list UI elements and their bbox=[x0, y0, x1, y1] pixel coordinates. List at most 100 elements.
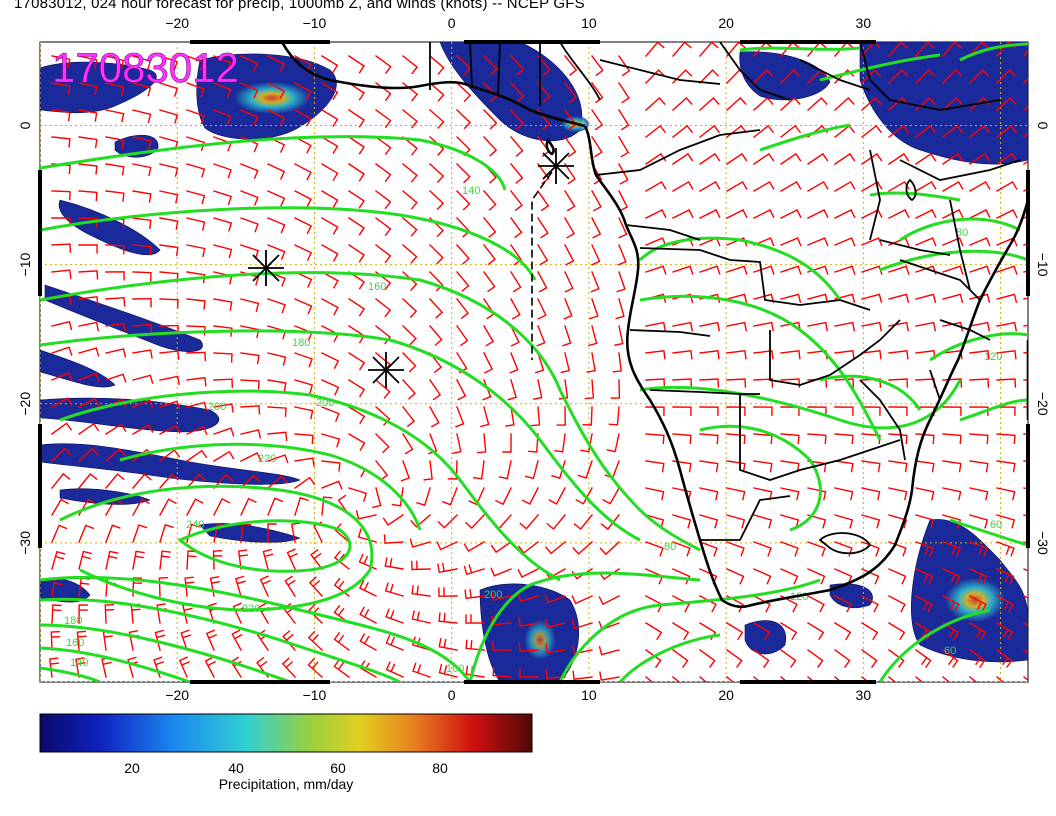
wind-barb bbox=[267, 82, 286, 100]
wind-barb bbox=[510, 298, 521, 320]
wind-barb bbox=[105, 190, 125, 202]
wind-barb bbox=[132, 190, 152, 203]
wind-barb bbox=[307, 658, 323, 678]
wind-barb bbox=[582, 406, 593, 426]
wind-barb bbox=[483, 271, 496, 293]
wind-barb bbox=[78, 473, 98, 489]
wind-barb bbox=[915, 649, 932, 668]
wind-barb bbox=[969, 460, 989, 473]
lat-tick-label: 0 bbox=[1035, 122, 1051, 130]
wind-barb bbox=[402, 406, 416, 428]
wind-barb bbox=[573, 514, 593, 530]
wind-barb bbox=[915, 321, 937, 332]
wind-barb bbox=[558, 379, 569, 400]
wind-barb bbox=[510, 136, 524, 157]
wind-barb bbox=[888, 514, 908, 529]
wind-barb bbox=[402, 109, 418, 129]
wind-barb bbox=[564, 82, 577, 104]
wind-barb bbox=[310, 548, 323, 570]
wind-barb bbox=[996, 406, 1016, 416]
wind-barb bbox=[321, 460, 341, 472]
wind-barb bbox=[456, 190, 471, 211]
wind-barb bbox=[834, 180, 856, 192]
wind-barb bbox=[240, 82, 259, 99]
wind-barb bbox=[726, 460, 746, 473]
wind-barb bbox=[321, 82, 339, 101]
contour-label: 60 bbox=[944, 645, 956, 657]
wind-barb bbox=[699, 321, 721, 332]
wind-barb bbox=[132, 424, 154, 435]
wind-barb bbox=[51, 550, 66, 570]
contour-label: 220 bbox=[258, 453, 276, 465]
wind-barb bbox=[616, 271, 626, 293]
wind-barb bbox=[321, 480, 343, 490]
wind-barb bbox=[533, 379, 543, 401]
wind-barb bbox=[726, 487, 746, 501]
wind-barb bbox=[807, 321, 829, 332]
wind-barb bbox=[213, 450, 235, 462]
wind-barb bbox=[348, 190, 365, 209]
wind-barb bbox=[78, 550, 93, 570]
wind-barb bbox=[524, 460, 539, 480]
wind-barb bbox=[564, 163, 576, 185]
wind-barb bbox=[699, 265, 721, 275]
wind-barb bbox=[402, 190, 418, 210]
wind-barb bbox=[492, 641, 512, 651]
colorbar-tick: 80 bbox=[432, 760, 448, 776]
wind-barb bbox=[969, 568, 988, 585]
wind-barb bbox=[645, 180, 667, 192]
wind-barb bbox=[915, 433, 935, 445]
wind-barb bbox=[384, 557, 404, 570]
wind-barb bbox=[672, 42, 692, 57]
wind-barb bbox=[518, 617, 539, 627]
contour-label: 180 bbox=[64, 615, 82, 627]
wind-barb bbox=[78, 109, 98, 122]
wind-barb bbox=[861, 622, 879, 641]
wind-barb bbox=[807, 97, 828, 111]
wind-barb bbox=[186, 82, 205, 98]
wind-barb bbox=[410, 514, 431, 528]
wind-barb bbox=[780, 97, 801, 111]
wind-barb bbox=[294, 271, 313, 288]
wind-barb bbox=[530, 406, 541, 427]
wind-barb bbox=[861, 378, 882, 388]
wind-barb bbox=[807, 622, 825, 641]
wind-barb bbox=[645, 433, 665, 445]
wind-barb bbox=[438, 637, 458, 651]
wind-barb bbox=[510, 217, 523, 239]
wind-barb bbox=[753, 541, 772, 557]
wind-barb bbox=[483, 217, 497, 238]
wind-barb bbox=[888, 293, 910, 303]
wind-barb bbox=[807, 595, 825, 613]
wind-barb bbox=[915, 676, 924, 682]
wind-barb bbox=[132, 109, 152, 124]
wind-barb bbox=[726, 378, 747, 388]
wind-barb bbox=[78, 604, 88, 624]
wind-barb bbox=[159, 375, 181, 386]
wind-barb bbox=[534, 352, 545, 374]
wind-barb bbox=[429, 55, 445, 75]
wind-barb bbox=[494, 487, 512, 506]
wind-barb bbox=[178, 656, 191, 678]
wind-barb bbox=[618, 136, 630, 158]
wind-barb bbox=[483, 109, 498, 130]
wind-barb bbox=[861, 69, 882, 84]
wind-barb bbox=[213, 217, 233, 232]
contour-label: 140 bbox=[70, 657, 88, 669]
wind-barb bbox=[294, 406, 314, 420]
wind-barb bbox=[807, 541, 826, 557]
lat-tick-label: −10 bbox=[1035, 253, 1051, 277]
wind-barb bbox=[726, 152, 748, 165]
wind-barb bbox=[186, 425, 208, 436]
wind-barb bbox=[438, 612, 458, 624]
colorbar-title: Precipitation, mm/day bbox=[218, 776, 354, 792]
wind-barb bbox=[519, 668, 539, 678]
contour-label: 200 bbox=[484, 589, 502, 601]
wind-barb bbox=[240, 109, 259, 126]
wind-barb bbox=[699, 350, 720, 360]
wind-barb bbox=[969, 433, 989, 445]
wind-barb bbox=[969, 350, 990, 360]
wind-barbs bbox=[49, 42, 1028, 682]
wind-barb bbox=[726, 321, 748, 332]
wind-barb bbox=[645, 69, 666, 84]
